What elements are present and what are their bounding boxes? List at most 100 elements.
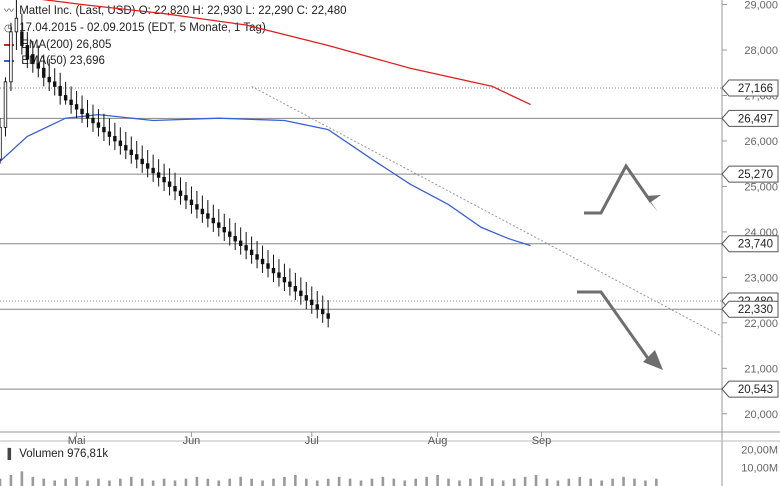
candle-body [282,276,287,283]
volume-bar [589,478,593,486]
volume-bar [217,480,221,486]
volume-bar [9,475,13,486]
candle-body [304,295,309,301]
y-tick-label: 21,000 [744,363,778,375]
projection-arrow-down-head [643,350,663,370]
downtrend-line [251,85,723,337]
candle-body [91,117,95,124]
volume-bar [348,478,352,486]
candle-body [102,126,106,133]
candle-body [277,272,281,278]
volume-bar [480,476,483,486]
candle-body [3,81,8,128]
volume-bar [370,478,374,486]
price-level-box [721,380,779,398]
candle-body [80,108,84,115]
volume-bar [20,471,24,486]
volume-bar [283,476,286,486]
volume-bar [600,480,603,486]
candle-body [326,313,330,319]
volume-bar [129,476,133,486]
candle-body [211,217,216,224]
candle-body [96,122,101,128]
y-tick-label: 28,000 [744,45,778,57]
price-level-label: 25,270 [738,169,773,181]
candle-body [310,299,314,306]
candle-body [238,240,243,246]
candle-body [249,249,254,256]
volume-bar [633,478,636,486]
volume-bar [64,478,67,486]
volume-bar [162,478,166,486]
volume-bar [392,478,396,486]
price-level-label: 26,497 [738,113,773,125]
volume-bar [119,478,122,486]
volume-bar [206,478,210,486]
candle-body [14,17,19,33]
candle-body [63,95,68,101]
volume-bar [0,478,2,486]
volume-bar [86,480,89,486]
candle-body [129,149,133,156]
volume-value: 976,81k [67,448,109,460]
candle-body [184,195,188,201]
volume-bar [545,478,549,486]
price-level-label: 22,330 [738,304,773,316]
period-line: 17.04.2015 - 02.09.2015 (EDT, 5 Monate, … [19,22,266,34]
candle-body [118,140,123,146]
volume-bar [173,480,177,486]
volume-bar [655,478,658,486]
volume-bar [151,480,155,486]
candle-body [315,304,319,310]
candle-body [47,76,51,83]
volume-bar [228,478,232,486]
candle-body [162,176,166,183]
candle-body [20,31,24,46]
volume-bar [458,480,461,486]
volume-bar [97,478,100,486]
ema50-line [0,113,531,247]
candle-body [260,258,265,265]
chart-header-period: ◷ 17.04.2015 - 02.09.2015 (EDT, 5 Monate… [4,21,266,36]
ema50-value: 23,696 [69,55,105,67]
projection-arrow-down [577,290,654,365]
clock-icon: ◷ [4,23,13,34]
y-tick-label: 29,000 [744,0,778,12]
y-tick-label: 22,000 [744,318,778,330]
candle-body [52,81,57,87]
candle-body [233,236,237,242]
volume-tick-label: 20,00M [741,444,778,456]
symbol-line: Mattel Inc. (Last, USD) O: 22,820 H: 22,… [19,5,347,17]
candle-body [200,208,205,215]
volume-bar [250,478,253,486]
volume-bar [490,478,494,486]
volume-bar [469,478,472,486]
candle-body [151,167,155,174]
ema200-line [41,0,531,106]
candle-body [74,104,79,110]
price-level-label: 23,740 [738,239,773,251]
candle-body [85,113,90,119]
candle-body [36,63,40,69]
chart-header-symbol: 〰 Mattel Inc. (Last, USD) O: 22,820 H: 2… [4,4,347,19]
volume-bar [108,480,111,486]
candle-body [31,54,35,65]
candle-body [58,86,62,96]
volume-bar [42,478,46,486]
price-level-box [721,300,779,318]
candle-body [42,67,46,78]
y-tick-label: 23,000 [744,272,778,284]
volume-bar [403,480,407,486]
volume-bar [414,478,417,486]
candle-body [266,263,270,269]
y-tick-label: 25,000 [744,181,778,193]
volume-bar [611,478,614,486]
volume-bar [381,476,385,486]
volume-bar [436,475,439,486]
volume-bar [447,478,450,486]
volume-bar [53,480,56,486]
volume-bar [644,480,647,486]
volume-bar [501,480,505,486]
price-level-label: 27,166 [738,83,773,95]
